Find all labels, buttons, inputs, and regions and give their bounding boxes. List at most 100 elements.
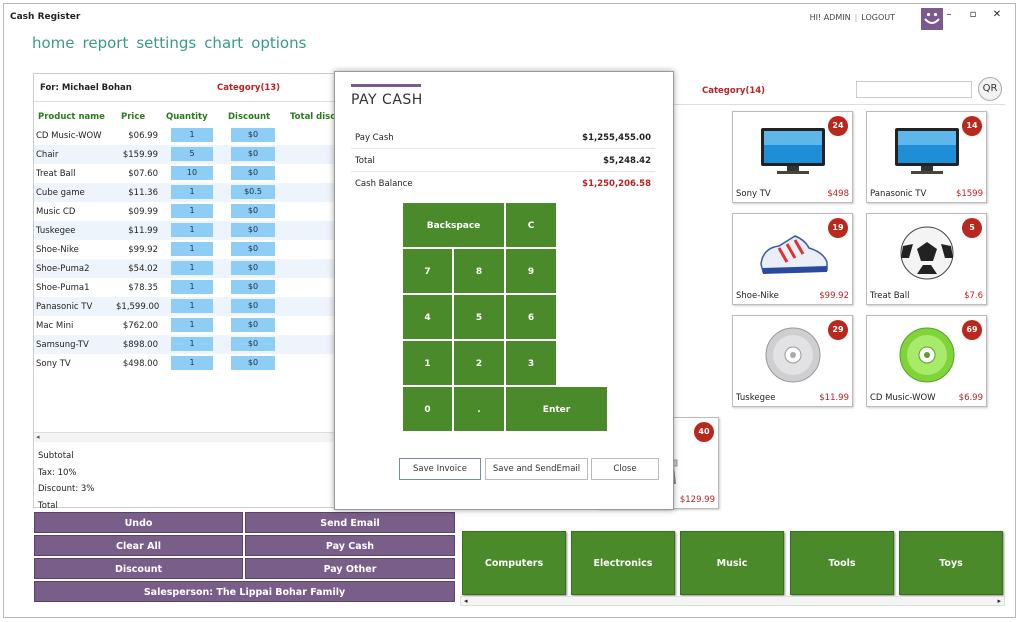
- product-card[interactable]: 24 Sony TV $498: [732, 111, 853, 203]
- category-toys[interactable]: Toys: [899, 531, 1003, 595]
- stock-badge: 19: [828, 218, 848, 238]
- product-price: $1599: [955, 189, 983, 199]
- cart-item-discount[interactable]: $0: [231, 166, 275, 180]
- product-card[interactable]: 14 Panasonic TV $1599: [866, 111, 987, 203]
- customer-name: For: Michael Bohan: [40, 83, 132, 93]
- cart-item-quantity[interactable]: 1: [171, 318, 213, 332]
- key-9[interactable]: 9: [505, 248, 557, 294]
- nav-report[interactable]: report: [82, 34, 129, 52]
- cart-item-quantity[interactable]: 5: [171, 147, 213, 161]
- cart-item-discount[interactable]: $0: [231, 318, 275, 332]
- cart-item-discount[interactable]: $0: [231, 242, 275, 256]
- cart-item-name: Mac Mini: [36, 321, 74, 331]
- nav-settings[interactable]: settings: [136, 34, 197, 52]
- main-nav: home report settings chart options: [32, 34, 306, 52]
- maximize-button[interactable]: ▫: [969, 9, 977, 20]
- key-7[interactable]: 7: [402, 248, 453, 294]
- cart-item-quantity[interactable]: 1: [171, 204, 213, 218]
- save-invoice-button[interactable]: Save Invoice: [399, 458, 481, 480]
- key-5[interactable]: 5: [453, 294, 505, 340]
- cart-item-quantity[interactable]: 1: [171, 128, 213, 142]
- cart-item-discount[interactable]: $0: [231, 261, 275, 275]
- numeric-keypad: Backspace C 7 8 9 4 5 6 1 2 3 0 . Enter: [402, 202, 608, 432]
- logout-link[interactable]: LOGOUT: [861, 13, 895, 22]
- cart-row[interactable]: Music CD $09.99 1 $0: [34, 202, 458, 221]
- cart-row[interactable]: Sony TV $498.00 1 $0: [34, 354, 458, 373]
- category-computers[interactable]: Computers: [462, 531, 566, 595]
- key-clear[interactable]: C: [505, 202, 557, 248]
- cart-item-discount[interactable]: $0.5: [231, 185, 275, 199]
- cart-item-discount[interactable]: $0: [231, 128, 275, 142]
- scroll-left-icon[interactable]: ◂: [36, 433, 40, 441]
- qr-code-button[interactable]: QR: [978, 77, 1002, 101]
- col-product-name: Product name: [38, 112, 105, 122]
- minimize-button[interactable]: –: [946, 9, 952, 20]
- undo-button[interactable]: Undo: [34, 512, 243, 533]
- discount-button[interactable]: Discount: [34, 558, 243, 579]
- key-0[interactable]: 0: [402, 386, 453, 432]
- salesperson-button[interactable]: Salesperson: The Lippai Bohar Family: [34, 581, 455, 602]
- cart-item-name: CD Music-WOW: [36, 131, 102, 141]
- send-email-button[interactable]: Send Email: [245, 512, 455, 533]
- cart-item-quantity[interactable]: 10: [171, 166, 213, 180]
- cart-row[interactable]: Mac Mini $762.00 1 $0: [34, 316, 458, 335]
- tv-icon: [753, 120, 833, 182]
- pay-other-button[interactable]: Pay Other: [245, 558, 455, 579]
- cart-item-quantity[interactable]: 1: [171, 299, 213, 313]
- key-decimal[interactable]: .: [453, 386, 505, 432]
- close-dialog-button[interactable]: Close: [591, 458, 659, 480]
- cart-item-quantity[interactable]: 1: [171, 356, 213, 370]
- category-scrollbar[interactable]: ◂ ▸: [460, 596, 1005, 606]
- cart-item-quantity[interactable]: 1: [171, 261, 213, 275]
- cart-item-quantity[interactable]: 1: [171, 223, 213, 237]
- key-6[interactable]: 6: [505, 294, 557, 340]
- cart-row[interactable]: Shoe-Nike $99.92 1 $0: [34, 240, 458, 259]
- nav-chart[interactable]: chart: [204, 34, 244, 52]
- cart-item-discount[interactable]: $0: [231, 337, 275, 351]
- cart-row[interactable]: CD Music-WOW $06.99 1 $0: [34, 126, 458, 145]
- cart-item-quantity[interactable]: 1: [171, 280, 213, 294]
- key-4[interactable]: 4: [402, 294, 453, 340]
- category-electronics[interactable]: Electronics: [571, 531, 675, 595]
- key-1[interactable]: 1: [402, 340, 453, 386]
- scroll-left-icon[interactable]: ◂: [464, 597, 468, 605]
- cart-item-quantity[interactable]: 1: [171, 185, 213, 199]
- pay-cash-button[interactable]: Pay Cash: [245, 535, 455, 556]
- cart-item-discount[interactable]: $0: [231, 299, 275, 313]
- product-card[interactable]: 5 Treat Ball $7.6: [866, 213, 987, 305]
- cart-item-quantity[interactable]: 1: [171, 337, 213, 351]
- close-window-button[interactable]: ✕: [992, 9, 1002, 20]
- cart-horizontal-scrollbar[interactable]: ◂: [34, 432, 458, 442]
- cart-item-price: $99.92: [128, 245, 158, 255]
- nav-home[interactable]: home: [32, 34, 75, 52]
- app-title: Cash Register: [10, 12, 81, 22]
- key-8[interactable]: 8: [453, 248, 505, 294]
- cart-item-discount[interactable]: $0: [231, 280, 275, 294]
- product-card[interactable]: 69 CD Music-WOW $6.99: [866, 315, 987, 407]
- product-card[interactable]: 19 Shoe-Nike $99.92: [732, 213, 853, 305]
- nav-options[interactable]: options: [251, 34, 307, 52]
- key-backspace[interactable]: Backspace: [402, 202, 505, 248]
- key-enter[interactable]: Enter: [505, 386, 608, 432]
- cart-item-discount[interactable]: $0: [231, 356, 275, 370]
- scroll-right-icon[interactable]: ▸: [997, 597, 1001, 605]
- product-search-input[interactable]: [856, 81, 972, 98]
- product-price: $7.6: [964, 291, 983, 301]
- cart-row[interactable]: Treat Ball $07.60 10 $0: [34, 164, 458, 183]
- clear-all-button[interactable]: Clear All: [34, 535, 243, 556]
- product-card[interactable]: 29 Tuskegee $11.99: [732, 315, 853, 407]
- cart-item-discount[interactable]: $0: [231, 223, 275, 237]
- key-3[interactable]: 3: [505, 340, 557, 386]
- category-bar: Computers Electronics Music Tools Toys: [460, 531, 1005, 601]
- cart-totals: Subtotal Tax: 10% Discount: 3% Total: [38, 448, 94, 514]
- key-2[interactable]: 2: [453, 340, 505, 386]
- save-and-send-email-button[interactable]: Save and SendEmail: [485, 458, 588, 480]
- cart-item-name: Cube game: [36, 188, 85, 198]
- category-tools[interactable]: Tools: [790, 531, 894, 595]
- cart-row[interactable]: Shoe-Puma1 $78.35 1 $0: [34, 278, 458, 297]
- category-music[interactable]: Music: [680, 531, 784, 595]
- product-name: Sony TV: [736, 189, 771, 199]
- cart-item-discount[interactable]: $0: [231, 147, 275, 161]
- cart-item-discount[interactable]: $0: [231, 204, 275, 218]
- cart-item-quantity[interactable]: 1: [171, 242, 213, 256]
